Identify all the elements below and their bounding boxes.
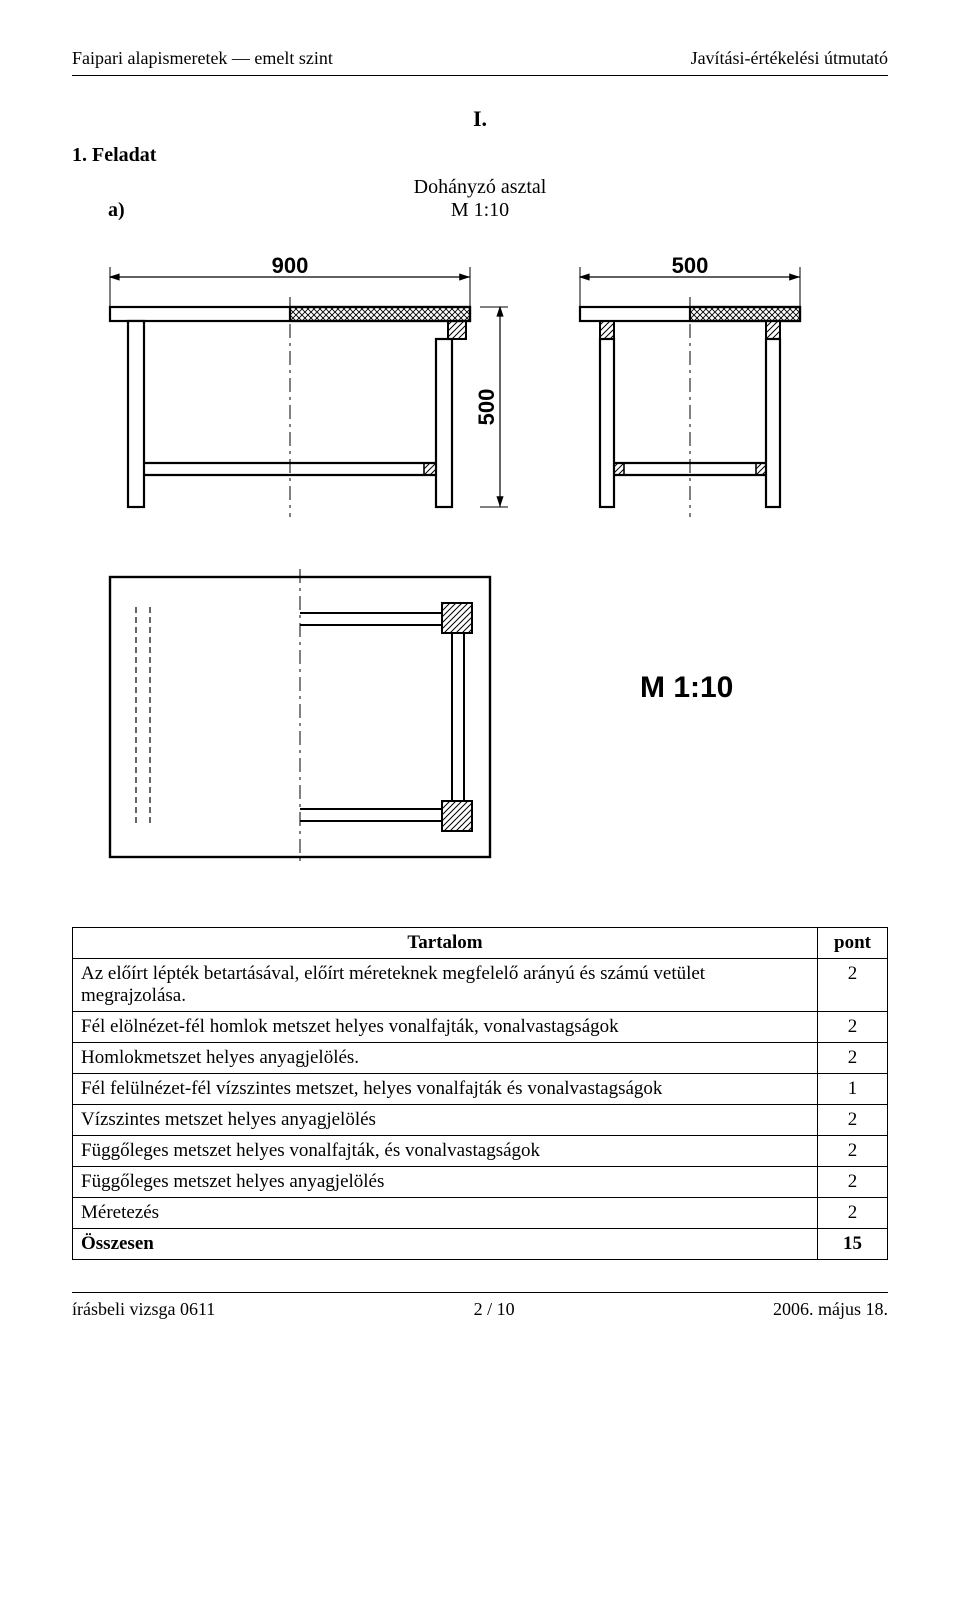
footer-right: 2006. május 18. xyxy=(773,1299,888,1320)
cell-text: Vízszintes metszet helyes anyagjelölés xyxy=(73,1105,818,1136)
page: Faipari alapismeretek — emelt szint Javí… xyxy=(0,0,960,1360)
cell-text: Méretezés xyxy=(73,1198,818,1229)
table-row: Fél felülnézet-fél vízszintes metszet, h… xyxy=(73,1074,888,1105)
header-right: Javítási-értékelési útmutató xyxy=(691,48,888,69)
cell-text: Fél felülnézet-fél vízszintes metszet, h… xyxy=(73,1074,818,1105)
cell-text: Homlokmetszet helyes anyagjelölés. xyxy=(73,1043,818,1074)
footer-center: 2 / 10 xyxy=(474,1299,515,1320)
table-row: Méretezés 2 xyxy=(73,1198,888,1229)
cell-pont: 2 xyxy=(818,1198,888,1229)
table-row: Függőleges metszet helyes vonalfajták, é… xyxy=(73,1136,888,1167)
front-width-dim: 900 xyxy=(272,253,309,278)
header-rule xyxy=(72,75,888,76)
task-title: Dohányzó asztal xyxy=(72,176,888,199)
front-view: 900 500 xyxy=(110,253,508,517)
cell-text: Függőleges metszet helyes vonalfajták, é… xyxy=(73,1136,818,1167)
side-view: 500 xyxy=(580,253,800,517)
table-header-row: Tartalom pont xyxy=(73,928,888,959)
task-part-row: a) M 1:10 xyxy=(72,199,888,227)
task-part-label: a) xyxy=(108,199,125,222)
cell-text: Az előírt lépték betartásával, előírt mé… xyxy=(73,959,818,1012)
plan-view xyxy=(110,569,490,865)
task-scale: M 1:10 xyxy=(72,199,888,222)
table-row: Vízszintes metszet helyes anyagjelölés 2 xyxy=(73,1105,888,1136)
task-number: 1. Feladat xyxy=(72,144,156,167)
table-total-row: Összesen 15 xyxy=(73,1229,888,1260)
side-width-dim: 500 xyxy=(672,253,709,278)
plan-scale-label: M 1:10 xyxy=(640,671,733,704)
table-row: Homlokmetszet helyes anyagjelölés. 2 xyxy=(73,1043,888,1074)
header-left: Faipari alapismeretek — emelt szint xyxy=(72,48,333,69)
table-row: Függőleges metszet helyes anyagjelölés 2 xyxy=(73,1167,888,1198)
cell-pont: 2 xyxy=(818,959,888,1012)
cell-pont: 2 xyxy=(818,1105,888,1136)
cell-pont: 2 xyxy=(818,1136,888,1167)
cell-text: Függőleges metszet helyes anyagjelölés xyxy=(73,1167,818,1198)
total-label: Összesen xyxy=(73,1229,818,1260)
grading-table: Tartalom pont Az előírt lépték betartásá… xyxy=(72,927,888,1260)
total-value: 15 xyxy=(818,1229,888,1260)
table-row: Az előírt lépték betartásával, előírt mé… xyxy=(73,959,888,1012)
page-header: Faipari alapismeretek — emelt szint Javí… xyxy=(72,48,888,69)
col-header-tartalom: Tartalom xyxy=(73,928,818,959)
technical-drawing: 900 500 xyxy=(80,237,880,907)
task-number-row: 1. Feladat xyxy=(72,144,888,172)
footer-left: írásbeli vizsga 0611 xyxy=(72,1299,215,1320)
front-height-dim: 500 xyxy=(474,389,499,426)
cell-pont: 1 xyxy=(818,1074,888,1105)
cell-pont: 2 xyxy=(818,1043,888,1074)
col-header-pont: pont xyxy=(818,928,888,959)
cell-text: Fél elölnézet-fél homlok metszet helyes … xyxy=(73,1012,818,1043)
page-footer: írásbeli vizsga 0611 2 / 10 2006. május … xyxy=(72,1299,888,1320)
table-row: Fél elölnézet-fél homlok metszet helyes … xyxy=(73,1012,888,1043)
cell-pont: 2 xyxy=(818,1167,888,1198)
footer-rule xyxy=(72,1292,888,1293)
cell-pont: 2 xyxy=(818,1012,888,1043)
section-number: I. xyxy=(72,106,888,132)
